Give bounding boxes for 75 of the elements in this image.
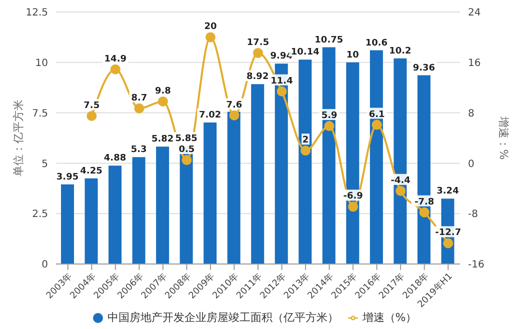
point: [182, 155, 192, 166]
bar: [156, 146, 170, 264]
data-label: 14.9: [104, 54, 127, 64]
data-label: 10.75: [314, 35, 344, 46]
data-label: 5.85: [175, 134, 198, 144]
point: [324, 121, 334, 132]
data-label: 9.36: [412, 63, 436, 74]
data-label: 8.7: [131, 93, 148, 104]
y2-axis-title: 增速：%: [497, 115, 510, 160]
data-label: 7.02: [198, 110, 222, 120]
y-tick-label: 12.5: [26, 8, 48, 19]
data-label: 7.6: [226, 100, 242, 110]
legend-label: 增速（%）: [362, 311, 417, 324]
data-label: 6.1: [368, 110, 385, 120]
data-label: 20: [204, 22, 217, 32]
data-label: 9.8: [154, 86, 171, 96]
data-label: -6.9: [343, 192, 363, 202]
bar: [84, 178, 98, 264]
y-tick-label: 10: [35, 58, 48, 69]
data-label: 5.82: [151, 134, 174, 145]
bar: [204, 122, 217, 264]
data-label: 3.95: [56, 172, 79, 182]
data-label: 17.5: [246, 38, 270, 48]
point: [276, 86, 287, 96]
bar: [370, 50, 383, 264]
bar: [227, 112, 240, 264]
bar: [251, 84, 264, 264]
point: [86, 110, 97, 121]
data-label: -4.4: [390, 176, 410, 186]
bar: [108, 166, 122, 264]
data-label: 10.2: [389, 46, 412, 56]
data-label: 2: [302, 136, 309, 146]
data-label: 7.5: [84, 100, 100, 111]
data-label: 5.9: [321, 111, 338, 122]
data-label: 0.5: [178, 145, 195, 156]
data-label: 4.88: [104, 154, 126, 164]
point: [110, 64, 120, 74]
point: [396, 186, 406, 196]
data-label: 8.92: [246, 72, 269, 82]
data-label: 10.14: [290, 48, 320, 58]
y2-tick-label: 16: [468, 58, 481, 69]
point: [134, 103, 144, 114]
point: [158, 96, 168, 106]
data-label: 10: [346, 50, 359, 60]
y-tick-label: 7.5: [32, 108, 48, 120]
point: [372, 120, 382, 130]
bar: [322, 47, 336, 264]
data-label: -7.8: [414, 197, 434, 208]
y-axis-title: 单位：亿平方米: [12, 100, 25, 176]
point: [443, 238, 454, 248]
data-label: 11.4: [270, 76, 293, 86]
data-label: 9.94: [270, 52, 292, 62]
data-label: 3.24: [436, 186, 459, 197]
data-label: -12.7: [435, 228, 462, 238]
bar: [61, 184, 74, 264]
point: [300, 146, 311, 156]
point: [205, 32, 216, 42]
y-tick-label: 0: [42, 260, 48, 271]
point: [419, 207, 430, 218]
y2-tick-label: -8: [468, 209, 478, 220]
y2-tick-label: -16: [468, 260, 484, 271]
point: [229, 110, 240, 120]
data-label: 5.3: [130, 145, 147, 156]
point: [253, 48, 263, 58]
bar: [298, 60, 312, 264]
y-tick-label: 2.5: [32, 209, 48, 220]
y2-tick-label: 8: [468, 108, 474, 120]
point: [348, 202, 358, 212]
data-label: 10.6: [365, 38, 388, 48]
y2-tick-label: 0: [468, 158, 474, 170]
bar: [132, 157, 146, 264]
y2-tick-label: 24: [468, 8, 481, 19]
data-label: 4.25: [80, 166, 102, 176]
y-tick-label: 5: [42, 158, 48, 170]
legend-label: 中国房地产开发企业房屋竣工面积（亿平方米）: [107, 311, 338, 324]
